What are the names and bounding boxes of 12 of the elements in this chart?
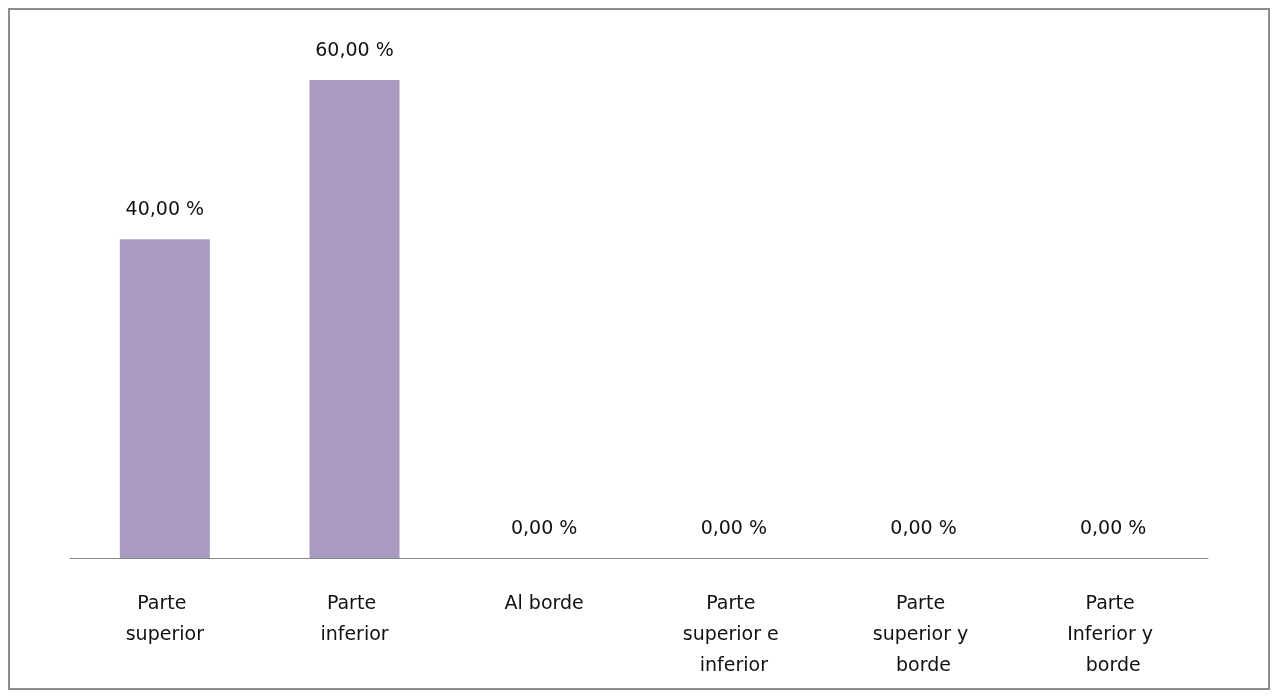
x-tick-label: Parte superior e inferior bbox=[682, 590, 785, 675]
data-label: 0,00 % bbox=[700, 515, 768, 538]
x-tick-label: Al borde bbox=[504, 590, 584, 613]
data-label: 0,00 % bbox=[1079, 515, 1147, 538]
x-tick-label: Parte superior bbox=[125, 590, 205, 644]
x-tick-label: Parte inferior bbox=[320, 590, 389, 644]
x-tick-label: Parte superior y borde bbox=[872, 590, 975, 675]
data-label: 0,00 % bbox=[510, 515, 578, 538]
data-label: 0,00 % bbox=[890, 515, 957, 538]
x-tick-label: Parte Inferior y borde bbox=[1067, 590, 1160, 675]
data-label: 40,00 % bbox=[125, 196, 205, 219]
data-label: 60,00 % bbox=[315, 37, 394, 60]
